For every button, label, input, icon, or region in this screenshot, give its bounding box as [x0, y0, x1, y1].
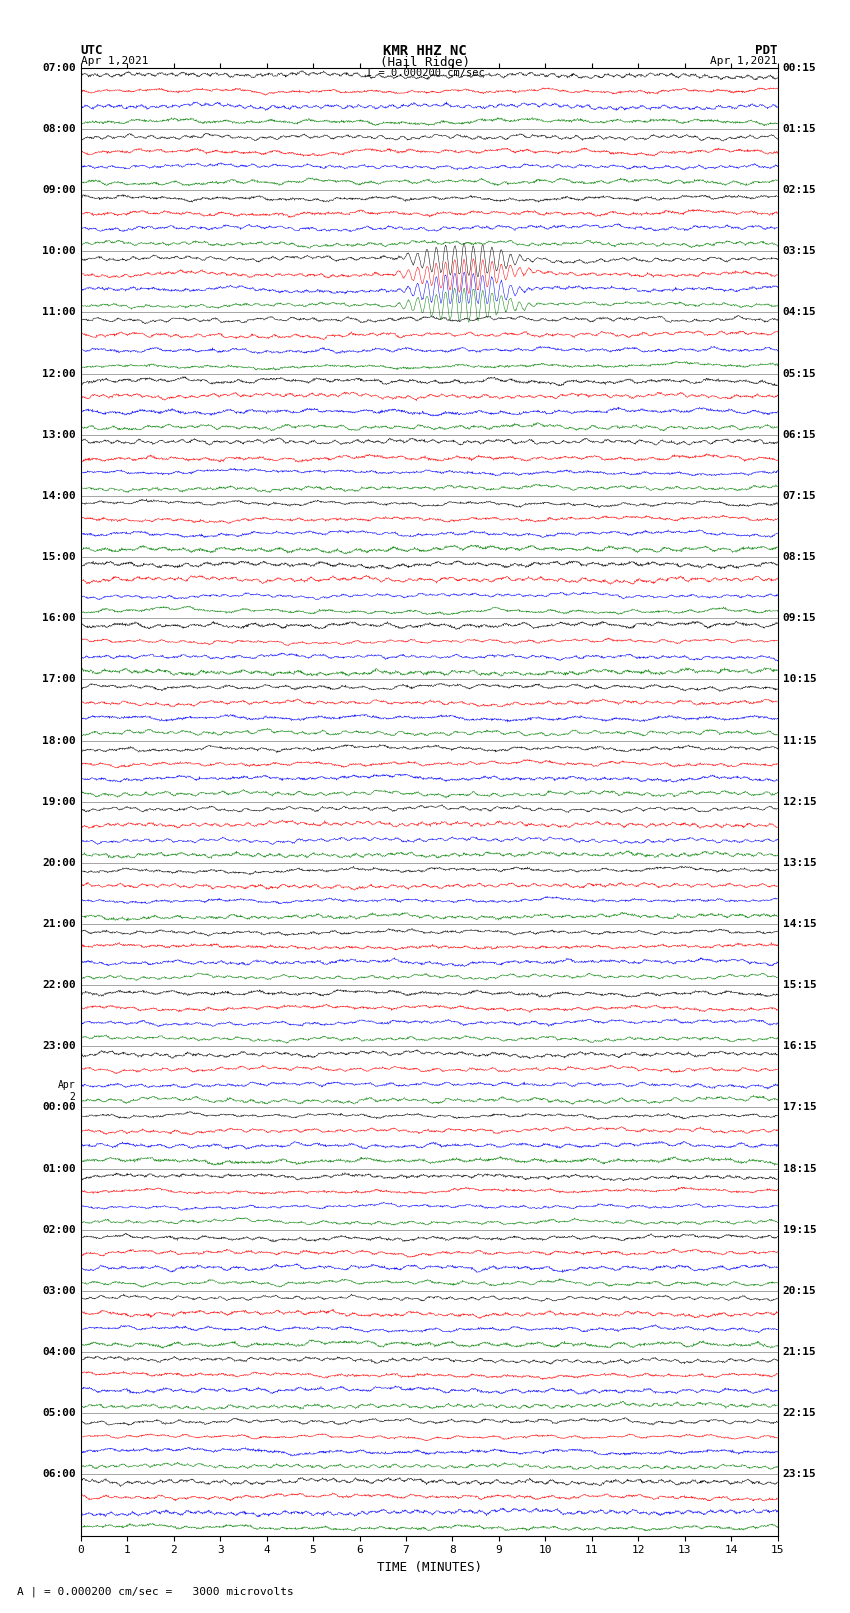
Text: 18:15: 18:15	[783, 1163, 817, 1174]
Text: 22:15: 22:15	[783, 1408, 817, 1418]
Text: 14:15: 14:15	[783, 919, 817, 929]
Text: 13:00: 13:00	[42, 429, 76, 440]
Text: 06:15: 06:15	[783, 429, 817, 440]
Text: Apr: Apr	[58, 1079, 76, 1089]
Text: 01:15: 01:15	[783, 124, 817, 134]
X-axis label: TIME (MINUTES): TIME (MINUTES)	[377, 1561, 482, 1574]
Text: 11:00: 11:00	[42, 308, 76, 318]
Text: 21:15: 21:15	[783, 1347, 817, 1357]
Text: 15:15: 15:15	[783, 981, 817, 990]
Text: 2: 2	[70, 1092, 76, 1102]
Text: 10:00: 10:00	[42, 247, 76, 256]
Text: 23:00: 23:00	[42, 1042, 76, 1052]
Text: KMR HHZ NC: KMR HHZ NC	[383, 44, 467, 58]
Text: 09:15: 09:15	[783, 613, 817, 623]
Text: 05:15: 05:15	[783, 368, 817, 379]
Text: Apr 1,2021: Apr 1,2021	[81, 56, 148, 66]
Text: 04:00: 04:00	[42, 1347, 76, 1357]
Text: 12:15: 12:15	[783, 797, 817, 806]
Text: 03:15: 03:15	[783, 247, 817, 256]
Text: 15:00: 15:00	[42, 552, 76, 561]
Text: A | = 0.000200 cm/sec =   3000 microvolts: A | = 0.000200 cm/sec = 3000 microvolts	[17, 1586, 294, 1597]
Text: 20:00: 20:00	[42, 858, 76, 868]
Text: 02:15: 02:15	[783, 185, 817, 195]
Text: 07:15: 07:15	[783, 490, 817, 502]
Text: 09:00: 09:00	[42, 185, 76, 195]
Text: 21:00: 21:00	[42, 919, 76, 929]
Text: 00:15: 00:15	[783, 63, 817, 73]
Text: (Hail Ridge): (Hail Ridge)	[380, 56, 470, 69]
Text: 20:15: 20:15	[783, 1286, 817, 1295]
Text: 23:15: 23:15	[783, 1469, 817, 1479]
Text: 17:15: 17:15	[783, 1102, 817, 1113]
Text: I = 0.000200 cm/sec: I = 0.000200 cm/sec	[366, 68, 484, 77]
Text: 06:00: 06:00	[42, 1469, 76, 1479]
Text: 01:00: 01:00	[42, 1163, 76, 1174]
Text: 19:00: 19:00	[42, 797, 76, 806]
Text: 11:15: 11:15	[783, 736, 817, 745]
Text: 10:15: 10:15	[783, 674, 817, 684]
Text: 14:00: 14:00	[42, 490, 76, 502]
Text: 08:15: 08:15	[783, 552, 817, 561]
Text: 18:00: 18:00	[42, 736, 76, 745]
Text: 17:00: 17:00	[42, 674, 76, 684]
Text: 02:00: 02:00	[42, 1224, 76, 1236]
Text: 08:00: 08:00	[42, 124, 76, 134]
Text: 07:00: 07:00	[42, 63, 76, 73]
Text: PDT: PDT	[756, 44, 778, 58]
Text: 03:00: 03:00	[42, 1286, 76, 1295]
Text: 05:00: 05:00	[42, 1408, 76, 1418]
Text: 19:15: 19:15	[783, 1224, 817, 1236]
Text: 00:00: 00:00	[42, 1102, 76, 1113]
Text: 16:00: 16:00	[42, 613, 76, 623]
Text: 22:00: 22:00	[42, 981, 76, 990]
Text: UTC: UTC	[81, 44, 103, 58]
Text: 13:15: 13:15	[783, 858, 817, 868]
Text: 04:15: 04:15	[783, 308, 817, 318]
Text: 12:00: 12:00	[42, 368, 76, 379]
Text: 16:15: 16:15	[783, 1042, 817, 1052]
Text: Apr 1,2021: Apr 1,2021	[711, 56, 778, 66]
